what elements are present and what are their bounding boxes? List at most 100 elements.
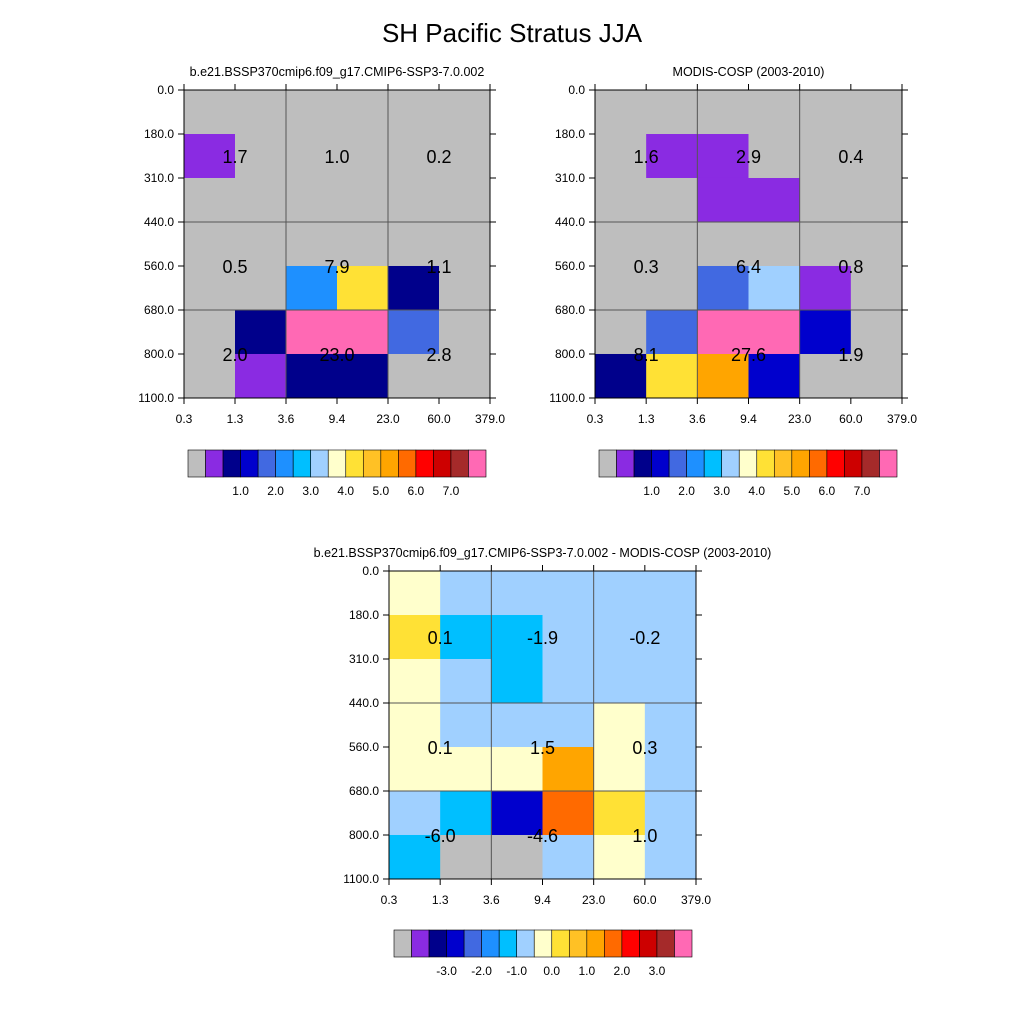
x-tick-label: 0.3: [587, 412, 604, 426]
x-tick-label: 9.4: [534, 893, 551, 907]
y-tick-label: 560.0: [349, 740, 379, 754]
heatmap-cell: [542, 658, 595, 704]
heatmap-cell: [337, 177, 389, 223]
colorbar-label: 6.0: [408, 484, 425, 498]
box-value-label: 8.1: [634, 345, 659, 365]
y-tick-label: 800.0: [349, 828, 379, 842]
colorbar-swatch: [791, 449, 810, 478]
x-tick-label: 60.0: [633, 893, 657, 907]
colorbar-swatch: [362, 449, 382, 478]
heatmap-cell: [644, 571, 697, 616]
colorbar-swatch: [756, 449, 775, 478]
colorbar-swatch: [205, 449, 224, 478]
box-value-label: 0.4: [838, 147, 863, 167]
heatmap-cell: [286, 310, 338, 355]
x-tick-label: 379.0: [887, 412, 917, 426]
x-tick-label: 23.0: [788, 412, 812, 426]
box-value-label: 1.7: [222, 147, 247, 167]
colorbar-swatch: [621, 929, 640, 958]
heatmap-cell: [337, 310, 389, 355]
colorbar-swatch: [415, 449, 434, 478]
colorbar-swatch: [240, 449, 259, 478]
colorbar-swatch: [533, 929, 553, 958]
heatmap-cell: [646, 90, 698, 135]
box-value-label: -4.6: [527, 826, 558, 846]
box-value-label: 2.9: [736, 147, 761, 167]
heatmap-cell: [799, 134, 852, 179]
colorbar-swatch: [844, 449, 863, 478]
colorbar-label: 5.0: [783, 484, 800, 498]
colorbar-label: 4.0: [748, 484, 765, 498]
colorbar-swatch: [674, 929, 693, 958]
colorbar-swatch: [604, 929, 623, 958]
heatmap-cell: [593, 658, 646, 704]
colorbar-label: 5.0: [372, 484, 389, 498]
y-tick-label: 440.0: [555, 215, 585, 229]
heatmap-cell: [286, 265, 338, 311]
x-tick-label: 60.0: [427, 412, 451, 426]
box-value-label: 0.2: [426, 147, 451, 167]
heatmap-cell: [644, 658, 697, 704]
colorbar-label: -2.0: [471, 964, 492, 978]
colorbar-swatch: [703, 449, 723, 478]
heatmap-cell: [184, 265, 236, 311]
heatmap-cell: [337, 353, 389, 399]
heatmap-cell: [389, 791, 441, 836]
y-tick-label: 440.0: [144, 215, 174, 229]
box-value-label: 1.9: [838, 345, 863, 365]
colorbar-swatch: [586, 929, 605, 958]
heatmap-cell: [595, 90, 647, 135]
colorbar-label: 1.0: [232, 484, 249, 498]
heatmap-cell: [850, 90, 903, 135]
colorbar-swatch: [327, 449, 347, 478]
heatmap-cell: [440, 615, 492, 660]
colorbar-label: 3.0: [302, 484, 319, 498]
colorbar-swatch: [738, 449, 758, 478]
heatmap-cell: [850, 177, 903, 223]
x-tick-label: 1.3: [638, 412, 655, 426]
colorbar-swatch: [551, 929, 570, 958]
heatmap-cell: [748, 353, 801, 399]
colorbar-swatch: [428, 929, 447, 958]
heatmap-cell: [748, 177, 801, 223]
colorbar-label: -1.0: [506, 964, 527, 978]
colorbar-label: 0.0: [543, 964, 560, 978]
box-value-label: 0.1: [428, 738, 453, 758]
heatmap-cell: [850, 222, 903, 267]
heatmap-cell: [850, 134, 903, 179]
heatmap-cell: [697, 265, 749, 311]
y-tick-label: 1100.0: [549, 391, 585, 405]
heatmap-cell: [697, 310, 749, 355]
box-value-label: 27.6: [731, 345, 766, 365]
heatmap-cell: [850, 265, 903, 311]
y-tick-label: 180.0: [555, 127, 585, 141]
heatmap-cell: [748, 90, 801, 135]
heatmap-cell: [646, 177, 698, 223]
heatmap-cell: [595, 265, 647, 311]
heatmap-cell: [646, 353, 698, 399]
heatmap-cell: [748, 134, 801, 179]
heatmap-cell: [337, 134, 389, 179]
x-tick-label: 0.3: [176, 412, 193, 426]
heatmap-cell: [235, 90, 287, 135]
x-tick-label: 379.0: [475, 412, 505, 426]
colorbar-swatch: [450, 449, 469, 478]
heatmap-cell: [799, 310, 852, 355]
colorbar-swatch: [345, 449, 364, 478]
heatmap-cell: [235, 265, 287, 311]
heatmap-cell: [235, 310, 287, 355]
box-value-label: 7.9: [324, 257, 349, 277]
y-tick-label: 310.0: [144, 171, 174, 185]
colorbar-swatch: [598, 449, 617, 478]
heatmap-cell: [389, 746, 441, 792]
colorbar-swatch: [879, 449, 898, 478]
heatmap-cell: [593, 834, 646, 880]
colorbar-swatch: [468, 449, 487, 478]
heatmap-cell: [799, 90, 852, 135]
x-tick-label: 23.0: [376, 412, 400, 426]
heatmap-cell: [337, 265, 389, 311]
colorbar-swatch: [686, 449, 705, 478]
box-value-label: 23.0: [319, 345, 354, 365]
heatmap-cell: [337, 90, 389, 135]
colorbar-swatch: [463, 929, 482, 958]
